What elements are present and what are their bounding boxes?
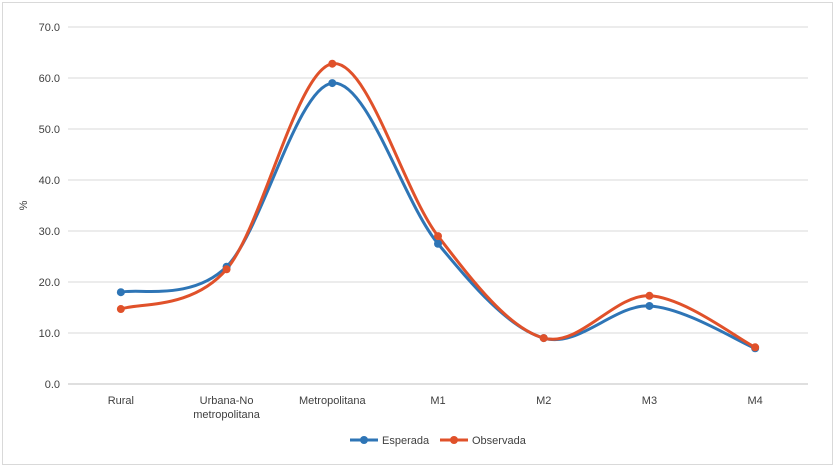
data-point-observada <box>328 59 337 68</box>
legend-label: Observada <box>472 435 527 447</box>
data-point-observada <box>645 291 654 300</box>
data-point-observada <box>539 334 548 343</box>
y-tick-label: 30.0 <box>39 226 60 238</box>
legend-item-esperada: Esperada <box>350 435 430 447</box>
legend-swatch-marker <box>360 436 368 444</box>
data-point-observada <box>434 232 442 241</box>
legend-swatch-marker <box>450 436 458 444</box>
y-tick-label: 40.0 <box>39 175 60 187</box>
data-point-esperada <box>328 79 337 88</box>
x-tick-label: M1 <box>430 395 445 407</box>
y-tick-label: 20.0 <box>39 277 60 289</box>
data-point-esperada <box>434 239 442 248</box>
x-tick-label: Metropolitana <box>299 395 367 407</box>
y-tick-label: 60.0 <box>39 73 60 85</box>
data-point-esperada <box>116 288 125 297</box>
y-tick-label: 50.0 <box>39 124 60 136</box>
data-point-observada <box>751 343 760 352</box>
y-tick-label: 0.0 <box>45 379 60 391</box>
legend-item-observada: Observada <box>440 435 527 447</box>
data-point-observada <box>116 305 125 314</box>
series-line-esperada <box>119 81 757 350</box>
x-tick-label: M3 <box>642 395 657 407</box>
y-tick-label: 70.0 <box>39 22 60 34</box>
x-tick-label: Urbana-No metropolitana <box>193 395 261 421</box>
x-tick-label: Rural <box>108 395 134 407</box>
y-tick-label: 10.0 <box>39 328 60 340</box>
y-axis-label: % <box>18 200 30 210</box>
data-point-observada <box>222 265 231 274</box>
x-tick-label: M2 <box>536 395 551 407</box>
x-tick-label: M4 <box>748 395 763 407</box>
legend-label: Esperada <box>382 435 430 447</box>
data-point-esperada <box>645 301 654 310</box>
series-line-observada <box>119 62 757 349</box>
